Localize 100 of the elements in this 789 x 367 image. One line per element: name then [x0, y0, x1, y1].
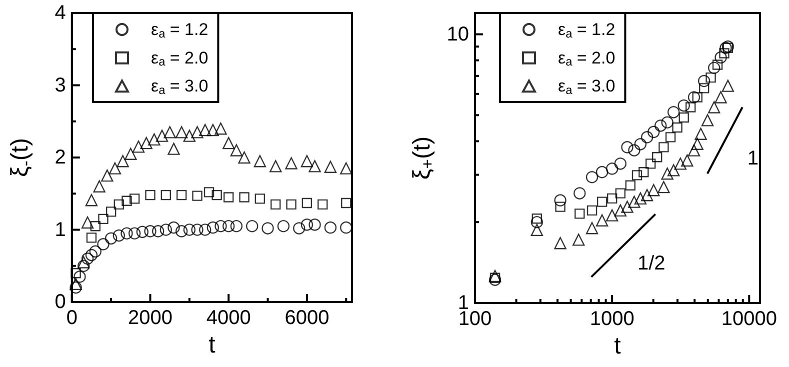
point [85, 248, 98, 262]
point [70, 278, 82, 290]
point [214, 220, 227, 232]
point [81, 216, 94, 229]
point [270, 199, 281, 210]
point [97, 238, 110, 250]
point [192, 190, 202, 201]
point [120, 227, 133, 240]
point [239, 192, 250, 202]
point [270, 160, 282, 172]
y-axis-title: ξ-(t) [6, 138, 35, 177]
point [89, 245, 102, 258]
point [286, 199, 296, 210]
point [340, 221, 352, 234]
x-axis-title: t [208, 331, 216, 358]
annotation: 1/2 [637, 252, 666, 275]
point [277, 220, 290, 232]
point [70, 268, 81, 278]
point [98, 214, 108, 224]
point [206, 124, 220, 136]
y-tick-label: 1 [54, 218, 66, 241]
point [212, 190, 222, 200]
point [144, 225, 156, 238]
point [145, 190, 156, 200]
point [300, 155, 314, 168]
point [108, 162, 122, 174]
y-tick-label: 0 [54, 291, 66, 313]
point [224, 192, 234, 202]
point [308, 218, 321, 231]
point [254, 155, 266, 168]
point [122, 196, 132, 206]
x-tick-label: 2000 [128, 307, 172, 329]
y-tick-label: 2 [54, 146, 66, 168]
point [160, 190, 172, 200]
y-axis-title: ξ+(t) [408, 136, 437, 180]
point [104, 232, 118, 245]
x-tick-label: 1000 [590, 308, 634, 330]
point [112, 229, 126, 242]
point [222, 220, 235, 232]
x-tick-label: 6000 [284, 307, 330, 329]
point [285, 157, 298, 170]
point [214, 122, 227, 135]
annotation: 1 [747, 147, 758, 170]
point [132, 140, 145, 153]
point [136, 226, 149, 238]
y-tick-label: 3 [54, 74, 66, 96]
point [204, 187, 214, 198]
point [246, 220, 258, 232]
point [168, 221, 180, 234]
point [222, 136, 235, 150]
point [308, 160, 321, 172]
point [85, 194, 98, 206]
point [164, 126, 176, 138]
point [106, 206, 116, 217]
point [156, 130, 168, 142]
point [340, 162, 352, 174]
point [341, 198, 352, 208]
point [93, 180, 106, 192]
point [238, 151, 250, 164]
point [160, 224, 172, 236]
point [183, 224, 196, 236]
point [324, 160, 337, 173]
point [262, 222, 274, 234]
point [128, 227, 141, 240]
point [78, 260, 90, 272]
point [300, 218, 314, 231]
y-tick-label: 4 [54, 2, 66, 24]
point [81, 252, 94, 265]
point [90, 221, 101, 232]
point [206, 221, 220, 234]
point [318, 199, 328, 210]
point [124, 148, 137, 160]
point [199, 224, 212, 236]
x-tick-label: 10000 [721, 308, 777, 330]
point [230, 144, 243, 156]
point [101, 169, 114, 182]
point [116, 155, 129, 168]
point [324, 221, 337, 234]
point [114, 199, 124, 210]
point [74, 270, 86, 283]
point [129, 194, 140, 204]
x-axis-title: t [614, 332, 622, 360]
point [152, 225, 164, 238]
y-tick-label: 10 [446, 23, 469, 46]
point [86, 232, 97, 243]
point [191, 126, 204, 138]
x-tick-label: 4000 [206, 307, 251, 329]
point [70, 281, 82, 294]
point [230, 220, 243, 232]
point [176, 225, 188, 238]
point [191, 224, 204, 236]
point [78, 256, 90, 268]
point [140, 136, 152, 150]
point [254, 194, 266, 204]
point [168, 142, 180, 155]
point [176, 190, 187, 200]
point [148, 133, 160, 146]
point [198, 124, 212, 136]
point [175, 126, 188, 138]
point [302, 198, 312, 208]
